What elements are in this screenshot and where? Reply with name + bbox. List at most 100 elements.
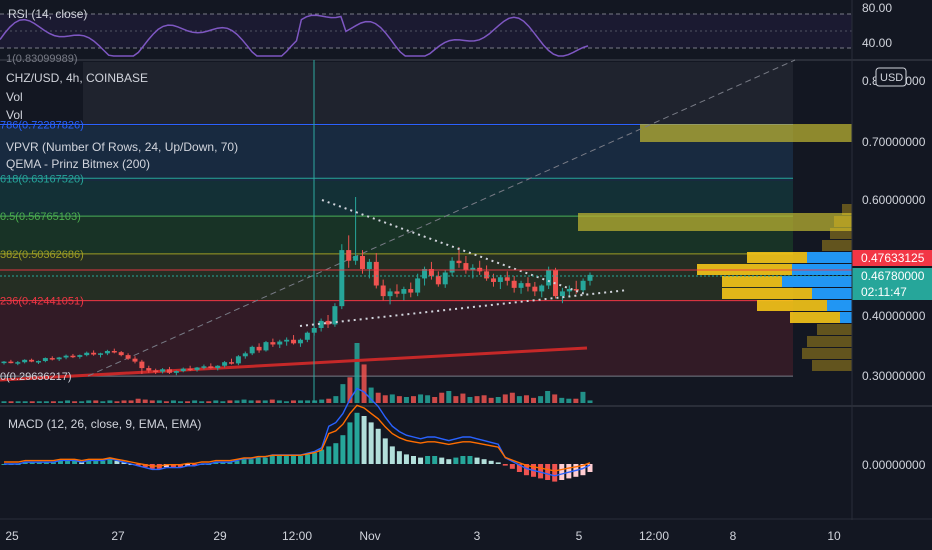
candle-body (359, 256, 365, 269)
volume-bar (114, 401, 120, 403)
volume-bar (502, 394, 508, 403)
candle-body (387, 291, 393, 297)
volume-bar (552, 394, 558, 403)
macd-bar (121, 462, 127, 464)
currency-badge[interactable] (875, 67, 907, 87)
candle-body (380, 285, 386, 297)
volume-bar (213, 400, 219, 403)
legend-vol-1[interactable]: Vol (6, 90, 23, 104)
candle-body (222, 362, 228, 366)
volume-bar (587, 400, 593, 403)
macd-bar (488, 460, 494, 464)
time-tick-1: 27 (111, 529, 125, 543)
volume-bar (128, 400, 134, 403)
candle-body (353, 256, 359, 261)
candle-body (422, 268, 428, 279)
volume-bar (135, 398, 141, 403)
candle-body (201, 366, 207, 368)
candle-body (15, 362, 21, 364)
volume-bars (1, 343, 593, 403)
volume-bar (375, 392, 381, 403)
macd-bar (375, 428, 381, 464)
macd-bar (545, 464, 551, 480)
rsi-label: RSI (14, close) (8, 7, 87, 21)
volume-bar (566, 398, 572, 403)
candle-body (428, 268, 434, 277)
legend-vol-2[interactable]: Vol (6, 108, 23, 122)
vp-row-up (840, 312, 852, 323)
volume-bar (453, 396, 459, 403)
volume-bar (432, 397, 438, 403)
vp-row-down (722, 288, 812, 299)
candle-body (235, 356, 241, 364)
macd-bar (50, 462, 56, 464)
price-pane[interactable]: 786(0.72287826) 618(0.63167520) 0.5(0.5676… (0, 53, 932, 403)
candle-body (8, 361, 14, 364)
candle-body (256, 346, 262, 351)
rsi-pane[interactable]: RSI (14, close) 80.00 40.00 (0, 0, 892, 58)
candle-body (401, 289, 407, 294)
candle-body (104, 350, 110, 354)
candle-body (449, 260, 455, 273)
rsi-level-80: 80.00 (862, 1, 892, 15)
macd-bar (100, 460, 106, 464)
volume-bar (396, 396, 402, 403)
macd-bar (587, 464, 593, 472)
legend-vpvr[interactable]: VPVR (Number Of Rows, 24, Up/Down, 70) (6, 140, 238, 154)
macd-bar (467, 456, 473, 464)
macd-bar (57, 460, 63, 464)
candle-body (373, 261, 379, 286)
time-axis[interactable]: 25 27 29 12:00 Nov 3 5 12:00 8 10 (5, 529, 841, 543)
volume-bar (290, 400, 296, 403)
candle-body (132, 358, 138, 362)
candle-body (118, 352, 124, 356)
vp-row-down (842, 204, 852, 215)
macd-bar (178, 464, 184, 468)
fib-label-4: 236(0.42441051) (0, 296, 84, 308)
macd-bar (170, 464, 176, 468)
volume-bar (410, 396, 416, 403)
macd-bar (502, 464, 508, 466)
volume-bar (474, 396, 480, 403)
legend-title[interactable]: CHZ/USD, 4h, COINBASE (6, 71, 148, 85)
macd-bar (185, 464, 191, 466)
legend-top-cut: 1(0.83099989) (6, 53, 78, 65)
macd-bar (509, 464, 515, 469)
macd-bar (290, 456, 296, 464)
volume-bar (185, 401, 191, 403)
candle-body (311, 327, 317, 333)
macd-bar (234, 460, 240, 464)
volume-bar (439, 392, 445, 403)
candle-body (229, 362, 235, 364)
macd-bar (305, 454, 311, 464)
price-badge-red (852, 250, 932, 266)
candle-body (270, 342, 276, 345)
macd-bar (446, 459, 452, 464)
candle-body (70, 355, 76, 358)
volume-bar (523, 395, 529, 403)
macd-bar (213, 462, 219, 464)
macd-bar (326, 446, 332, 464)
candle-body (153, 370, 159, 372)
macd-pane[interactable]: MACD (12, 26, close, 9, EMA, EMA) 0.0000… (1, 387, 926, 482)
macd-bar (135, 464, 141, 466)
candle-body (580, 280, 586, 291)
macd-bar (86, 460, 92, 464)
volume-bar (516, 396, 522, 403)
macd-bar (65, 460, 71, 464)
candle-body (22, 359, 28, 363)
vp-row-up (782, 276, 852, 287)
macd-zero-label: 0.00000000 (862, 458, 926, 472)
rsi-level-40: 40.00 (862, 36, 892, 50)
legend-qema[interactable]: QEMA - Prinz Bitmex (200) (6, 157, 150, 171)
candle-body (173, 371, 179, 373)
signal-line (4, 404, 591, 472)
fib-zone-236-0 (0, 301, 793, 376)
candle-body (463, 263, 469, 271)
price-badge-current (852, 268, 932, 300)
volume-bar (163, 401, 169, 403)
macd-label: MACD (12, 26, close, 9, EMA, EMA) (8, 417, 201, 431)
volume-bar (86, 400, 92, 403)
candle-body (394, 291, 400, 294)
